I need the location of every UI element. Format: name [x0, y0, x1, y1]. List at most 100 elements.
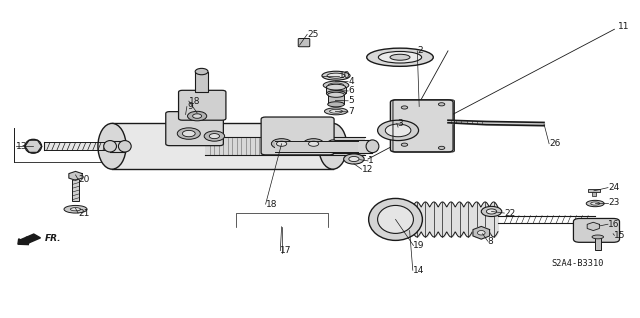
- Ellipse shape: [366, 140, 379, 153]
- Ellipse shape: [195, 68, 208, 75]
- Ellipse shape: [369, 198, 422, 240]
- Bar: [72, 177, 79, 201]
- Text: 19: 19: [413, 241, 425, 250]
- Text: 6: 6: [348, 86, 354, 95]
- Ellipse shape: [385, 124, 411, 137]
- Bar: [326, 87, 346, 93]
- Ellipse shape: [25, 139, 42, 153]
- Ellipse shape: [327, 73, 345, 78]
- Text: 5: 5: [348, 96, 354, 105]
- Text: 11: 11: [618, 22, 629, 31]
- Text: 3: 3: [397, 119, 403, 128]
- Text: 7: 7: [348, 107, 354, 116]
- Ellipse shape: [401, 106, 408, 109]
- Ellipse shape: [326, 84, 346, 90]
- Bar: [588, 189, 600, 192]
- Ellipse shape: [328, 83, 344, 87]
- Text: 8: 8: [488, 237, 493, 245]
- Text: 21: 21: [78, 209, 90, 218]
- Text: 10: 10: [339, 71, 351, 80]
- Ellipse shape: [328, 92, 344, 97]
- Text: 13: 13: [16, 142, 28, 151]
- Ellipse shape: [271, 139, 292, 149]
- Ellipse shape: [481, 206, 502, 217]
- Text: 15: 15: [614, 231, 626, 240]
- Bar: [333, 140, 372, 153]
- FancyArrow shape: [18, 234, 40, 245]
- FancyBboxPatch shape: [390, 100, 453, 152]
- Bar: [205, 137, 365, 155]
- Text: 9: 9: [187, 102, 193, 111]
- Ellipse shape: [378, 52, 422, 63]
- Text: 18: 18: [266, 200, 277, 209]
- Polygon shape: [473, 226, 490, 239]
- Ellipse shape: [276, 141, 287, 146]
- Polygon shape: [587, 222, 600, 231]
- FancyBboxPatch shape: [166, 112, 223, 146]
- Bar: [110, 141, 125, 152]
- Bar: [595, 237, 601, 250]
- Text: FR.: FR.: [45, 234, 61, 243]
- Bar: [112, 123, 333, 169]
- Text: 22: 22: [504, 209, 516, 218]
- Bar: [275, 141, 358, 152]
- FancyBboxPatch shape: [179, 90, 226, 120]
- Ellipse shape: [193, 114, 202, 118]
- Ellipse shape: [438, 146, 445, 149]
- Text: 24: 24: [608, 183, 620, 192]
- Ellipse shape: [586, 200, 604, 207]
- FancyBboxPatch shape: [573, 218, 620, 242]
- Text: 16: 16: [608, 220, 620, 229]
- Ellipse shape: [438, 103, 445, 106]
- Ellipse shape: [188, 111, 207, 121]
- Text: 26: 26: [549, 139, 561, 148]
- Ellipse shape: [344, 154, 364, 164]
- Ellipse shape: [308, 141, 319, 146]
- Ellipse shape: [390, 54, 410, 60]
- Ellipse shape: [204, 131, 225, 141]
- Ellipse shape: [326, 140, 339, 153]
- Text: 12: 12: [362, 165, 373, 174]
- Ellipse shape: [70, 208, 81, 211]
- Ellipse shape: [367, 48, 433, 66]
- Ellipse shape: [591, 202, 600, 205]
- Text: 25: 25: [307, 30, 319, 39]
- Text: S2A4-B3310: S2A4-B3310: [552, 259, 604, 268]
- Bar: [195, 72, 208, 92]
- Ellipse shape: [98, 123, 126, 169]
- Ellipse shape: [177, 128, 200, 139]
- Ellipse shape: [118, 141, 131, 152]
- Text: 18: 18: [189, 97, 200, 106]
- Ellipse shape: [378, 205, 413, 233]
- FancyBboxPatch shape: [298, 38, 310, 47]
- Text: 17: 17: [280, 246, 292, 255]
- Ellipse shape: [326, 91, 346, 96]
- Ellipse shape: [378, 120, 419, 141]
- Ellipse shape: [322, 71, 350, 80]
- Bar: [328, 95, 344, 104]
- Ellipse shape: [477, 231, 485, 235]
- Ellipse shape: [64, 205, 87, 213]
- Bar: [592, 192, 596, 196]
- Text: 20: 20: [78, 175, 90, 184]
- Text: 14: 14: [413, 266, 424, 275]
- Text: 4: 4: [348, 77, 354, 86]
- Ellipse shape: [486, 209, 497, 214]
- Polygon shape: [69, 171, 82, 180]
- Ellipse shape: [592, 235, 604, 239]
- Ellipse shape: [303, 139, 324, 149]
- FancyBboxPatch shape: [261, 117, 334, 155]
- Text: 23: 23: [608, 198, 620, 207]
- Ellipse shape: [401, 143, 408, 146]
- Bar: [44, 142, 112, 150]
- Text: 1: 1: [368, 156, 374, 165]
- Polygon shape: [25, 140, 42, 152]
- Ellipse shape: [209, 134, 220, 139]
- Ellipse shape: [328, 102, 344, 107]
- Ellipse shape: [323, 81, 349, 89]
- Ellipse shape: [324, 108, 348, 115]
- Ellipse shape: [319, 123, 347, 169]
- Text: 2: 2: [417, 46, 423, 55]
- Ellipse shape: [330, 109, 342, 113]
- Ellipse shape: [182, 130, 195, 137]
